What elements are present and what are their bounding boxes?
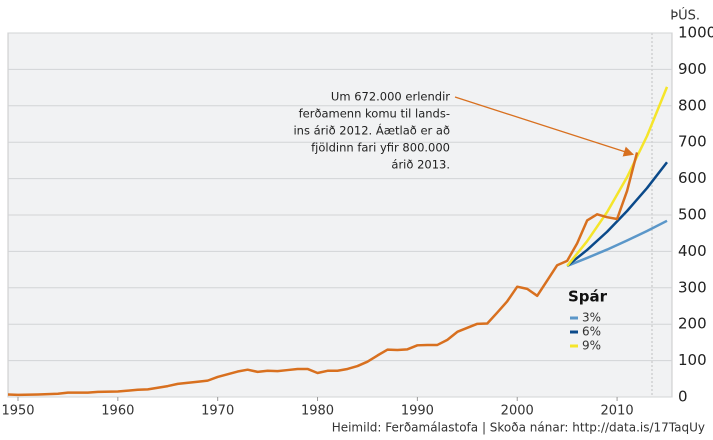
- x-tick-label: 1960: [101, 404, 134, 419]
- annotation-arrow: [454, 96, 635, 157]
- annotation: ins árið 2012. Áætlað er að: [293, 123, 450, 138]
- y-tick-label: 600: [678, 169, 707, 187]
- y-tick-label: 0: [678, 388, 688, 406]
- x-tick-label: 2000: [501, 404, 534, 419]
- x-tick-label: 1980: [301, 404, 334, 419]
- legend-label: 6%: [582, 325, 601, 339]
- series-line: [566, 86, 669, 267]
- source: Heimild: Ferðamálastofa | Skoða nánar: h…: [332, 421, 705, 435]
- series-line: [566, 161, 668, 267]
- y-tick-label: 800: [678, 96, 707, 114]
- y-tick-label: 700: [678, 133, 707, 151]
- annotation: fjöldinn fari yfir 800.000: [311, 141, 450, 155]
- x-tick-label: 2010: [601, 404, 634, 419]
- series-line: [566, 219, 668, 268]
- annotation: árið 2013.: [391, 158, 450, 172]
- legend-label: 9%: [582, 339, 601, 353]
- y-tick-label: 500: [678, 206, 707, 224]
- x-tick-label: 1990: [401, 404, 434, 419]
- legend-label: 3%: [582, 311, 601, 325]
- series-line: [7, 152, 639, 397]
- x-tick-label: 1950: [1, 404, 34, 419]
- legend-title: Spár: [568, 288, 608, 306]
- x-tick-label: 1970: [201, 404, 234, 419]
- y-tick-label: 900: [678, 60, 707, 78]
- y-tick-label: 100: [678, 351, 707, 369]
- unit-label: ÞÚS.: [670, 8, 700, 24]
- y-tick-label: 400: [678, 242, 707, 260]
- y-tick-label: 1000: [678, 24, 713, 42]
- annotation: Um 672.000 erlendir: [331, 90, 450, 104]
- annotation: ferðamenn komu til lands-: [299, 107, 450, 121]
- y-tick-label: 300: [678, 278, 707, 296]
- y-tick-label: 200: [678, 315, 707, 333]
